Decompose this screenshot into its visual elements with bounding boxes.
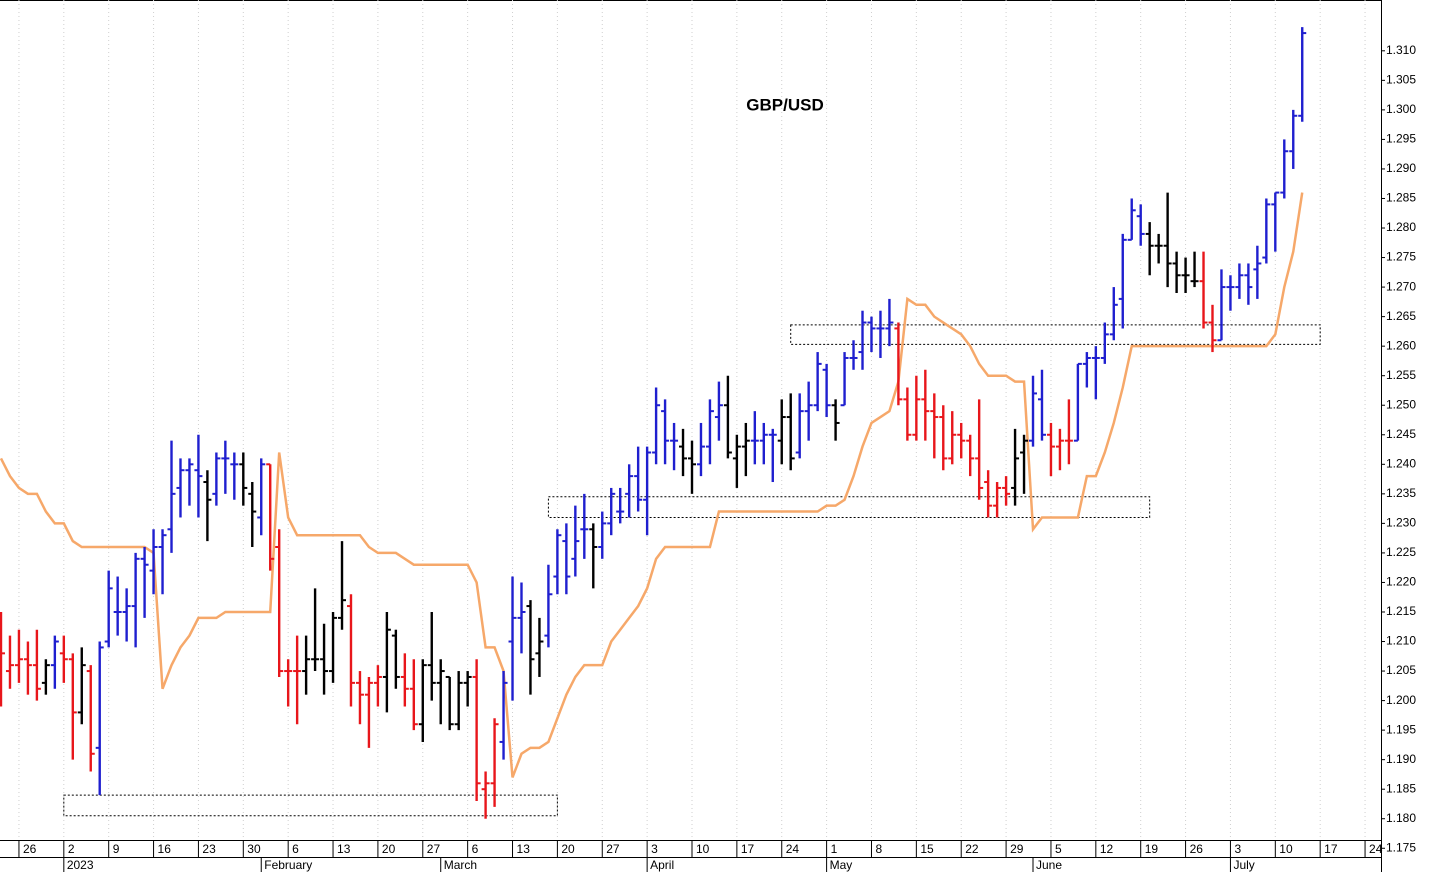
zones xyxy=(63,324,1321,817)
x-tick-label: 9 xyxy=(113,842,120,856)
y-tick-label: 1.195 xyxy=(1386,722,1416,736)
y-tick-label: 1.240 xyxy=(1386,456,1416,470)
x-tick-label: 17 xyxy=(1324,842,1338,856)
y-tick-label: 1.245 xyxy=(1386,427,1416,441)
y-tick-label: 1.265 xyxy=(1386,309,1416,323)
x-tick-label: 1 xyxy=(831,842,838,856)
x-tick-label: 20 xyxy=(382,842,396,856)
y-tick-label: 1.250 xyxy=(1386,397,1416,411)
x-tick-label: 27 xyxy=(606,842,620,856)
y-tick-label: 1.205 xyxy=(1386,663,1416,677)
y-tick-label: 1.285 xyxy=(1386,191,1416,205)
zone xyxy=(547,496,1151,518)
x-tick-label: 8 xyxy=(875,842,882,856)
y-tick-label: 1.255 xyxy=(1386,368,1416,382)
overlay xyxy=(0,192,1304,778)
month-label: June xyxy=(1036,858,1062,872)
month-label: May xyxy=(830,858,853,872)
x-tick-label: 27 xyxy=(427,842,441,856)
y-tick-label: 1.305 xyxy=(1386,73,1416,87)
x-tick-label: 12 xyxy=(1100,842,1114,856)
y-tick-label: 1.275 xyxy=(1386,250,1416,264)
x-tick-label: 22 xyxy=(965,842,979,856)
overlay-line xyxy=(0,192,1304,778)
x-tick-label: 3 xyxy=(651,842,658,856)
x-tick-label: 15 xyxy=(920,842,934,856)
x-tick-label: 29 xyxy=(1010,842,1024,856)
y-tick-label: 1.190 xyxy=(1386,752,1416,766)
month-label: April xyxy=(650,858,674,872)
month-label: February xyxy=(264,858,312,872)
y-tick-label: 1.215 xyxy=(1386,604,1416,618)
x-tick-label: 6 xyxy=(292,842,299,856)
zone xyxy=(63,794,558,817)
y-tick-label: 1.235 xyxy=(1386,486,1416,500)
y-tick-label: 1.300 xyxy=(1386,102,1416,116)
x-tick-label: 30 xyxy=(247,842,261,856)
y-tick-label: 1.290 xyxy=(1386,161,1416,175)
x-tick-label: 24 xyxy=(1369,842,1383,856)
x-tick-label: 13 xyxy=(337,842,351,856)
x-tick-label: 20 xyxy=(561,842,575,856)
x-tick-label: 3 xyxy=(1234,842,1241,856)
y-tick-label: 1.220 xyxy=(1386,575,1416,589)
y-tick-label: 1.310 xyxy=(1386,43,1416,57)
y-tick-label: 1.280 xyxy=(1386,220,1416,234)
zone xyxy=(790,324,1321,345)
x-tick-label: 24 xyxy=(786,842,800,856)
x-tick-label: 10 xyxy=(1279,842,1293,856)
x-tick-label: 6 xyxy=(472,842,479,856)
y-tick-label: 1.230 xyxy=(1386,516,1416,530)
x-tick-label: 5 xyxy=(1055,842,1062,856)
x-tick-label: 19 xyxy=(1145,842,1159,856)
bars xyxy=(0,27,1307,819)
y-tick-label: 1.180 xyxy=(1386,811,1416,825)
x-tick-label: 13 xyxy=(517,842,531,856)
month-label: 2023 xyxy=(67,858,94,872)
y-tick-label: 1.210 xyxy=(1386,634,1416,648)
x-tick-label: 2 xyxy=(68,842,75,856)
month-label: July xyxy=(1233,858,1254,872)
y-tick-label: 1.295 xyxy=(1386,132,1416,146)
axes: 1.175 1.180 1.185 1.190 1.195 1.200 1.205 1.210… xyxy=(18,43,1416,872)
chart-title: GBP/USD xyxy=(746,95,823,114)
y-tick-label: 1.175 xyxy=(1386,840,1416,854)
x-tick-label: 23 xyxy=(202,842,216,856)
y-tick-label: 1.270 xyxy=(1386,279,1416,293)
x-tick-label: 10 xyxy=(696,842,710,856)
y-tick-label: 1.185 xyxy=(1386,781,1416,795)
y-tick-label: 1.200 xyxy=(1386,693,1416,707)
x-tick-label: 17 xyxy=(741,842,755,856)
y-tick-label: 1.260 xyxy=(1386,338,1416,352)
x-tick-label: 26 xyxy=(23,842,37,856)
x-tick-label: 16 xyxy=(158,842,172,856)
month-label: March xyxy=(444,858,477,872)
x-tick-label: 26 xyxy=(1190,842,1204,856)
y-tick-label: 1.225 xyxy=(1386,545,1416,559)
